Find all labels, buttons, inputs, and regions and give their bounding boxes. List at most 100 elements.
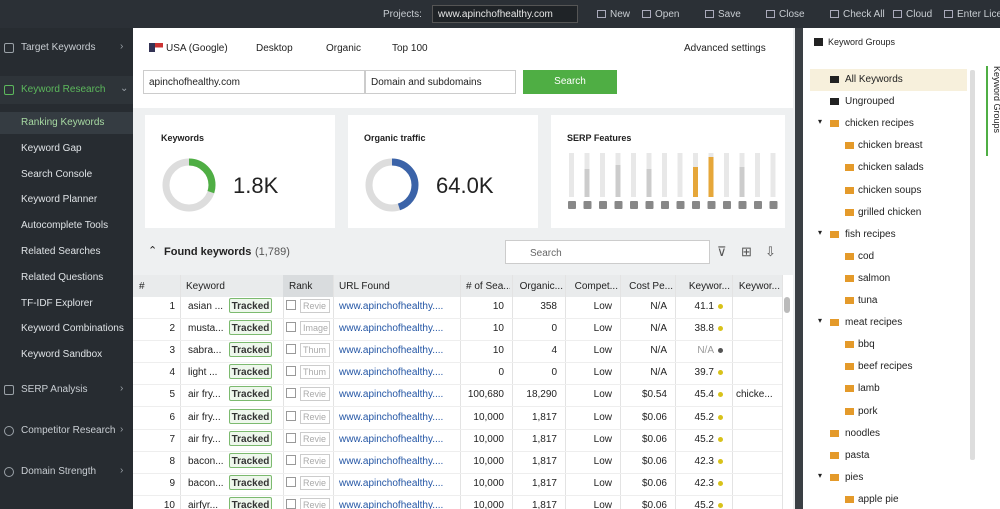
subgroup[interactable]: salmon bbox=[858, 272, 891, 284]
selected-group bbox=[810, 69, 967, 91]
feature-bar bbox=[739, 167, 745, 197]
column-header[interactable]: Cost Pe... bbox=[629, 281, 673, 292]
group-item[interactable]: Ungrouped bbox=[845, 96, 895, 108]
column-header[interactable]: Organic... bbox=[519, 281, 563, 292]
tracked-badge[interactable]: Tracked bbox=[229, 430, 272, 446]
folder-name[interactable]: noodles bbox=[845, 427, 881, 439]
column-header[interactable]: Keyword bbox=[186, 281, 225, 292]
filter-dropdown[interactable]: Desktop bbox=[256, 43, 293, 54]
subgroup[interactable]: pork bbox=[858, 405, 878, 417]
column-header[interactable]: Keywor... bbox=[688, 281, 730, 292]
toolbar-button[interactable]: Check All bbox=[843, 9, 885, 20]
url[interactable]: www.apinchofhealthy.... bbox=[339, 411, 444, 423]
tracked-badge[interactable]: Tracked bbox=[229, 474, 272, 490]
subgroup[interactable]: grilled chicken bbox=[858, 206, 922, 218]
url[interactable]: www.apinchofhealthy.... bbox=[339, 455, 444, 467]
tracked-badge[interactable]: Tracked bbox=[229, 408, 272, 424]
tracked-badge[interactable]: Tracked bbox=[229, 320, 272, 336]
section-label[interactable]: Keyword Research bbox=[21, 84, 106, 95]
toolbar-button[interactable]: Cloud bbox=[906, 9, 933, 20]
section-label[interactable]: Competitor Research bbox=[21, 425, 116, 436]
folder-name[interactable]: pasta bbox=[845, 449, 870, 461]
column-header[interactable]: # of Sea... bbox=[466, 281, 510, 292]
subgroup[interactable]: cod bbox=[858, 250, 875, 262]
column-header[interactable]: Rank bbox=[289, 281, 313, 292]
section-label[interactable]: Target Keywords bbox=[21, 42, 96, 53]
subgroup[interactable]: chicken soups bbox=[858, 184, 922, 196]
scope-dropdown[interactable]: Domain and subdomains bbox=[365, 70, 516, 94]
sidebar-item[interactable]: Related Questions bbox=[21, 271, 104, 283]
table-tool[interactable]: ⇩ bbox=[765, 244, 776, 259]
subgroup[interactable]: tuna bbox=[858, 295, 878, 306]
tracked-badge[interactable]: Tracked bbox=[229, 496, 272, 509]
url[interactable]: www.apinchofhealthy.... bbox=[339, 323, 444, 335]
side-tab[interactable]: Keyword Groups bbox=[992, 66, 1000, 134]
searches: 10,000 bbox=[473, 433, 504, 445]
column-header[interactable]: URL Found bbox=[339, 281, 390, 292]
sidebar-item[interactable]: TF-IDF Explorer bbox=[21, 297, 93, 309]
sidebar-item[interactable]: Keyword Combinations bbox=[21, 323, 124, 335]
toolbar-button[interactable]: New bbox=[610, 9, 631, 20]
filter-dropdown[interactable]: USA (Google) bbox=[166, 43, 228, 54]
cost: N/A bbox=[650, 323, 667, 335]
toolbar-button[interactable]: Close bbox=[779, 9, 805, 20]
column-divider bbox=[620, 275, 621, 509]
sidebar-item[interactable]: Autocomplete Tools bbox=[21, 220, 109, 232]
sidebar-item[interactable]: Keyword Sandbox bbox=[21, 349, 103, 361]
group-item[interactable]: All Keywords bbox=[845, 74, 903, 85]
folder-name[interactable]: meat recipes bbox=[845, 317, 903, 329]
tracked-badge[interactable]: Tracked bbox=[229, 298, 272, 313]
kei: 42.3 bbox=[694, 477, 714, 489]
url[interactable]: www.apinchofhealthy.... bbox=[339, 433, 444, 445]
folder-icon bbox=[845, 297, 854, 304]
subgroup[interactable]: lamb bbox=[858, 383, 880, 395]
tracked-badge[interactable]: Tracked bbox=[229, 452, 272, 468]
serp-tag: Revie bbox=[300, 475, 330, 490]
toolbar-button[interactable]: Open bbox=[655, 9, 680, 20]
subgroup[interactable]: apple pie bbox=[858, 493, 899, 505]
table-tool[interactable]: ⊞ bbox=[741, 244, 752, 259]
url[interactable]: www.apinchofhealthy.... bbox=[339, 367, 444, 379]
url[interactable]: www.apinchofhealthy.... bbox=[339, 499, 444, 509]
tracked-badge[interactable]: Tracked bbox=[229, 364, 272, 380]
kei-dot bbox=[718, 436, 723, 442]
sidebar-item[interactable]: Ranking Keywords bbox=[21, 117, 105, 128]
section-label[interactable]: Domain Strength bbox=[21, 466, 97, 477]
folder-name[interactable]: chicken recipes bbox=[845, 118, 914, 130]
project-select[interactable]: www.apinchofhealthy.com bbox=[432, 5, 578, 23]
folder-name[interactable]: fish recipes bbox=[845, 228, 896, 240]
sidebar-item[interactable]: Keyword Planner bbox=[21, 194, 98, 206]
table-tool[interactable]: ⊽ bbox=[717, 244, 727, 259]
url[interactable]: www.apinchofhealthy.... bbox=[339, 389, 444, 401]
subgroup[interactable]: chicken salads bbox=[858, 162, 924, 174]
advanced-settings[interactable]: Advanced settings bbox=[684, 43, 766, 54]
folder-name[interactable]: pies bbox=[845, 471, 864, 483]
column-header[interactable]: Compet... bbox=[574, 281, 618, 292]
searches: 10,000 bbox=[473, 455, 504, 467]
sidebar-item[interactable]: Search Console bbox=[21, 168, 93, 180]
subgroup[interactable]: beef recipes bbox=[858, 361, 913, 373]
url[interactable]: www.apinchofhealthy.... bbox=[339, 301, 444, 312]
filter-dropdown[interactable]: Top 100 bbox=[392, 43, 428, 54]
kei-dot bbox=[718, 326, 723, 332]
row-number: 4 bbox=[169, 367, 175, 379]
url[interactable]: www.apinchofhealthy.... bbox=[339, 477, 444, 489]
section-icon bbox=[4, 385, 14, 395]
column-header[interactable]: Keywor... bbox=[738, 281, 780, 292]
column-header[interactable]: # bbox=[139, 281, 145, 292]
search-button[interactable]: Search bbox=[523, 70, 617, 94]
table-search[interactable]: Search bbox=[505, 240, 710, 264]
subgroup[interactable]: bbq bbox=[858, 339, 875, 351]
section-label[interactable]: SERP Analysis bbox=[21, 384, 88, 395]
sidebar-item[interactable]: Related Searches bbox=[21, 246, 101, 257]
sidebar-item[interactable]: Keyword Gap bbox=[21, 142, 82, 154]
tracked-badge[interactable]: Tracked bbox=[229, 342, 272, 358]
toolbar-button[interactable]: Enter Licen bbox=[957, 9, 1000, 20]
folder-icon bbox=[845, 252, 854, 260]
domain-input[interactable]: apinchofhealthy.com bbox=[143, 70, 365, 94]
filter-dropdown[interactable]: Organic bbox=[326, 43, 362, 54]
url[interactable]: www.apinchofhealthy.... bbox=[339, 345, 444, 357]
tracked-badge[interactable]: Tracked bbox=[229, 386, 272, 402]
subgroup[interactable]: chicken breast bbox=[858, 140, 923, 152]
toolbar-button[interactable]: Save bbox=[718, 9, 741, 20]
